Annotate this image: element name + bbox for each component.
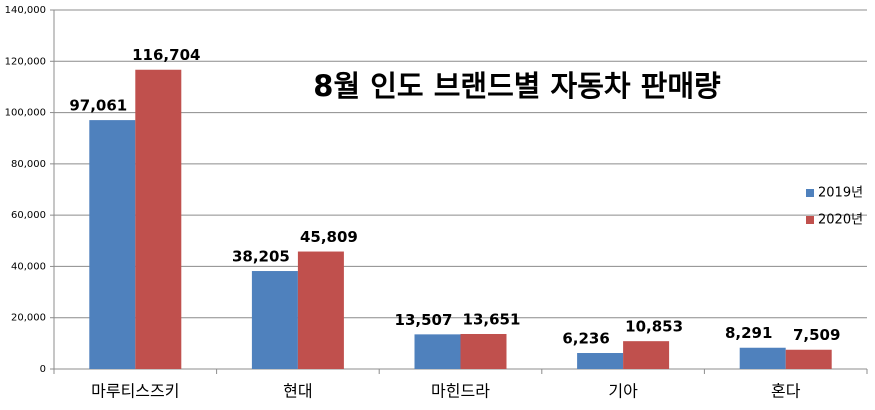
bar	[460, 333, 507, 369]
value-label: 10,853	[625, 318, 683, 336]
x-tick-label: 마루티스즈키	[91, 382, 179, 401]
bar	[414, 334, 461, 369]
legend-swatch	[806, 189, 814, 197]
bar	[297, 251, 344, 369]
bar	[577, 353, 624, 369]
value-label: 6,236	[562, 330, 609, 348]
value-label: 13,507	[395, 311, 453, 329]
value-label: 13,651	[463, 310, 521, 328]
y-tick-label: 140,000	[5, 5, 46, 16]
legend-swatch	[806, 216, 814, 224]
chart-title: 8월 인도 브랜드별 자동차 판매량	[313, 69, 721, 103]
value-label: 97,061	[69, 97, 127, 115]
value-label: 116,704	[132, 46, 200, 64]
y-tick-label: 60,000	[11, 210, 46, 221]
value-label: 38,205	[232, 248, 290, 266]
bar	[251, 271, 298, 369]
value-label: 45,809	[300, 228, 358, 246]
value-label: 7,509	[793, 326, 840, 344]
y-tick-label: 100,000	[5, 108, 46, 119]
legend-label: 2019년	[818, 186, 863, 201]
legend-label: 2020년	[818, 213, 863, 228]
y-tick-label: 0	[40, 364, 46, 375]
x-tick-label: 마힌드라	[431, 382, 490, 401]
y-tick-label: 80,000	[11, 159, 46, 170]
bar	[623, 341, 670, 369]
x-tick-label: 현대	[283, 382, 312, 401]
bar	[785, 349, 832, 369]
y-tick-label: 120,000	[5, 56, 46, 67]
bar	[89, 120, 136, 369]
bar	[135, 69, 182, 369]
y-tick-label: 20,000	[11, 313, 46, 324]
value-label: 8,291	[725, 324, 772, 342]
x-tick-label: 기아	[608, 382, 638, 401]
bar	[739, 347, 786, 369]
x-tick-label: 혼다	[771, 382, 801, 401]
y-tick-label: 40,000	[11, 261, 46, 272]
